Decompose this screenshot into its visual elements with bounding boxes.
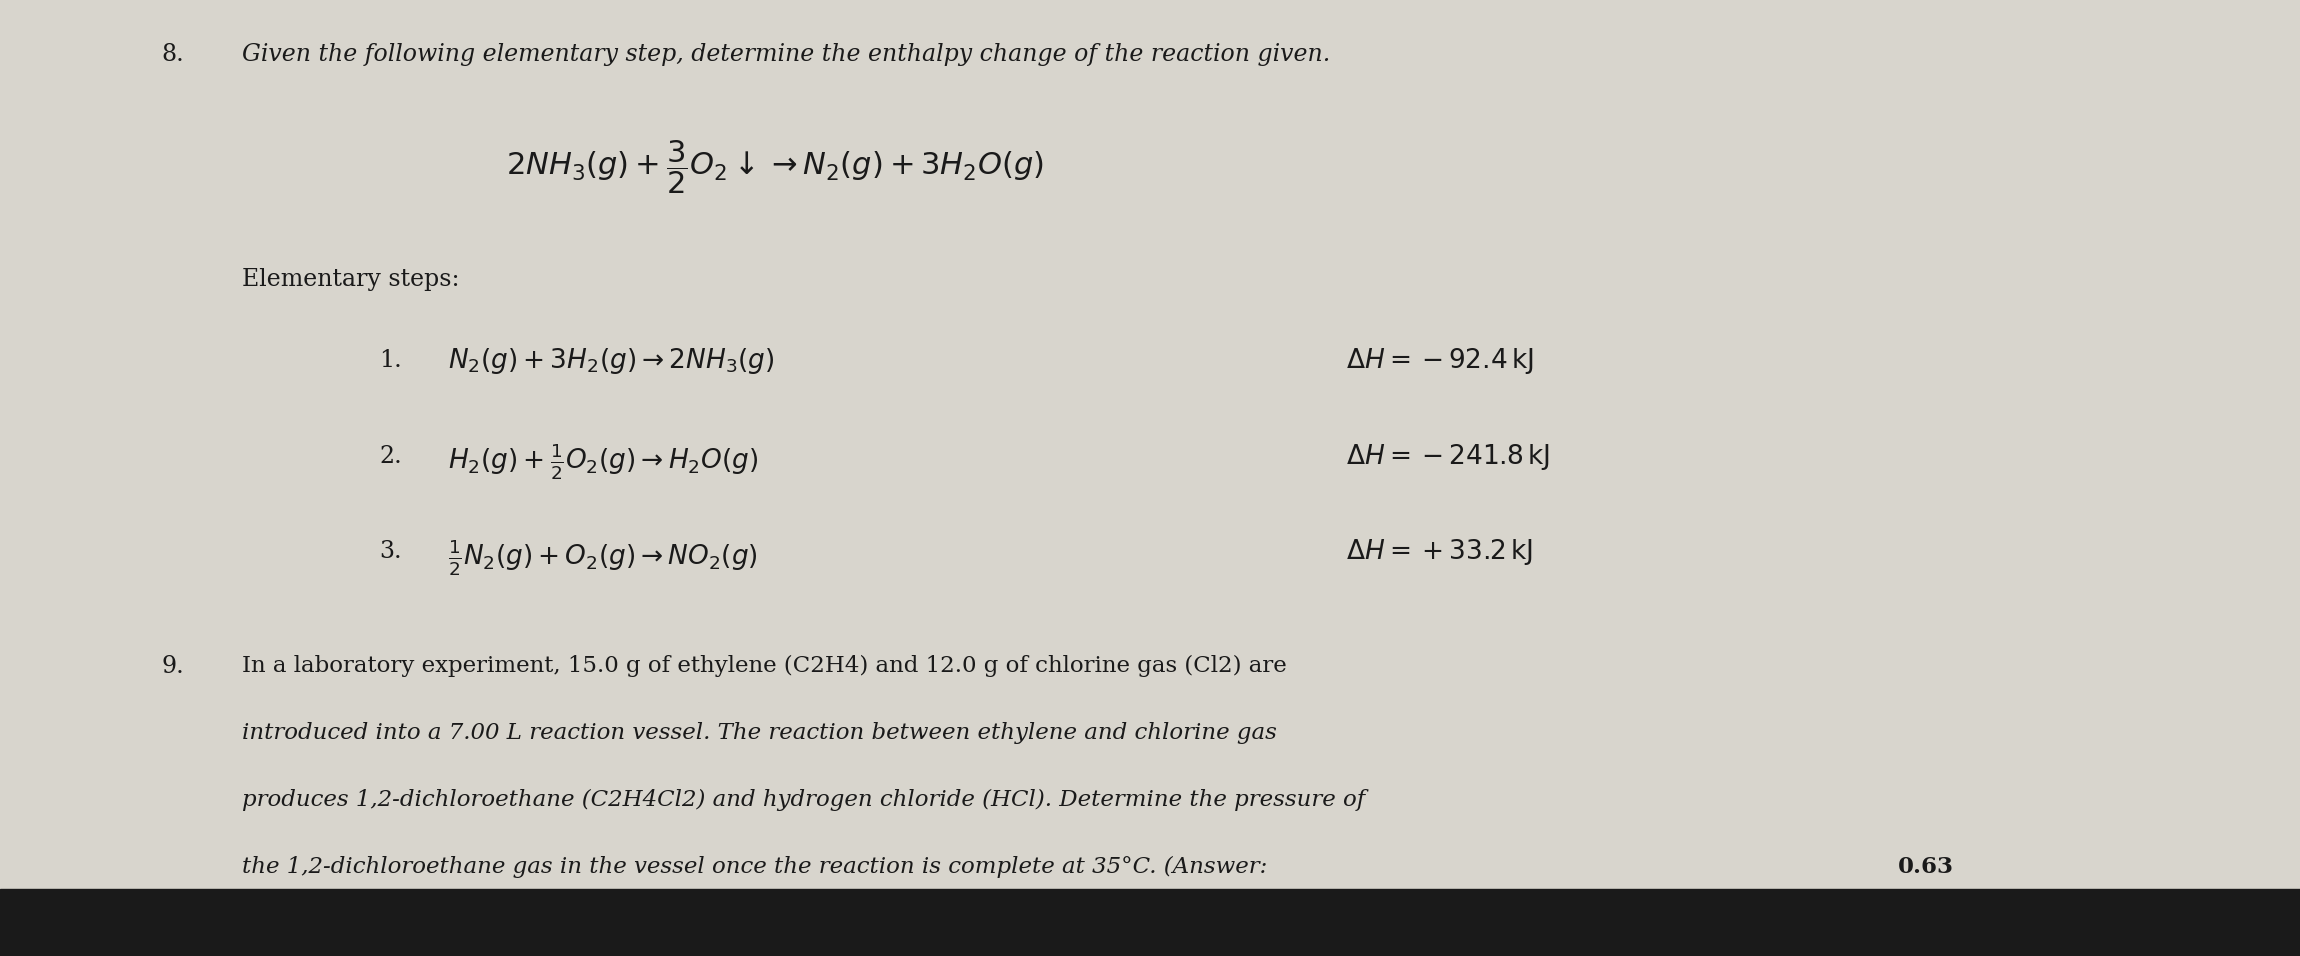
- Text: In a laboratory experiment, 15.0 g of ethylene (C2H4) and 12.0 g of chlorine gas: In a laboratory experiment, 15.0 g of et…: [242, 655, 1286, 677]
- Text: 0.63: 0.63: [1898, 856, 1953, 878]
- Text: 8.: 8.: [161, 43, 184, 66]
- Text: the 1,2-dichloroethane gas in the vessel once the reaction is complete at 35°C. : the 1,2-dichloroethane gas in the vessel…: [242, 856, 1274, 878]
- Text: $\Delta H=-241.8\,\mathrm{kJ}$: $\Delta H=-241.8\,\mathrm{kJ}$: [1346, 442, 1550, 471]
- Text: $\frac{1}{2}N_2(g)+O_2(g)\rightarrow NO_2(g)$: $\frac{1}{2}N_2(g)+O_2(g)\rightarrow NO_…: [448, 537, 759, 577]
- Text: $N_2(g)+3H_2(g)\rightarrow 2NH_3(g)$: $N_2(g)+3H_2(g)\rightarrow 2NH_3(g)$: [448, 346, 775, 376]
- Text: $\Delta H=+33.2\,\mathrm{kJ}$: $\Delta H=+33.2\,\mathrm{kJ}$: [1346, 537, 1532, 567]
- Text: Given the following elementary step, determine the enthalpy change of the reacti: Given the following elementary step, det…: [242, 43, 1329, 66]
- Text: introduced into a 7.00 L reaction vessel. The reaction between ethylene and chlo: introduced into a 7.00 L reaction vessel…: [242, 722, 1277, 744]
- Text: 2.: 2.: [380, 445, 402, 467]
- Text: $H_2(g)+\frac{1}{2}O_2(g)\rightarrow H_2O(g)$: $H_2(g)+\frac{1}{2}O_2(g)\rightarrow H_2…: [448, 442, 759, 482]
- Text: 3.: 3.: [380, 540, 402, 563]
- Bar: [0, 889, 2300, 956]
- Text: $2NH_3(g)+\dfrac{3}{2}O_2\downarrow\rightarrow N_2(g)+3H_2O(g)$: $2NH_3(g)+\dfrac{3}{2}O_2\downarrow\righ…: [506, 139, 1044, 196]
- Text: Elementary steps:: Elementary steps:: [242, 268, 460, 291]
- Text: $\Delta H=-92.4\,\mathrm{kJ}$: $\Delta H=-92.4\,\mathrm{kJ}$: [1346, 346, 1534, 376]
- Text: produces 1,2-dichloroethane (C2H4Cl2) and hydrogen chloride (HCl). Determine the: produces 1,2-dichloroethane (C2H4Cl2) an…: [242, 789, 1364, 811]
- Text: 9.: 9.: [161, 655, 184, 678]
- Text: 1.: 1.: [380, 349, 402, 372]
